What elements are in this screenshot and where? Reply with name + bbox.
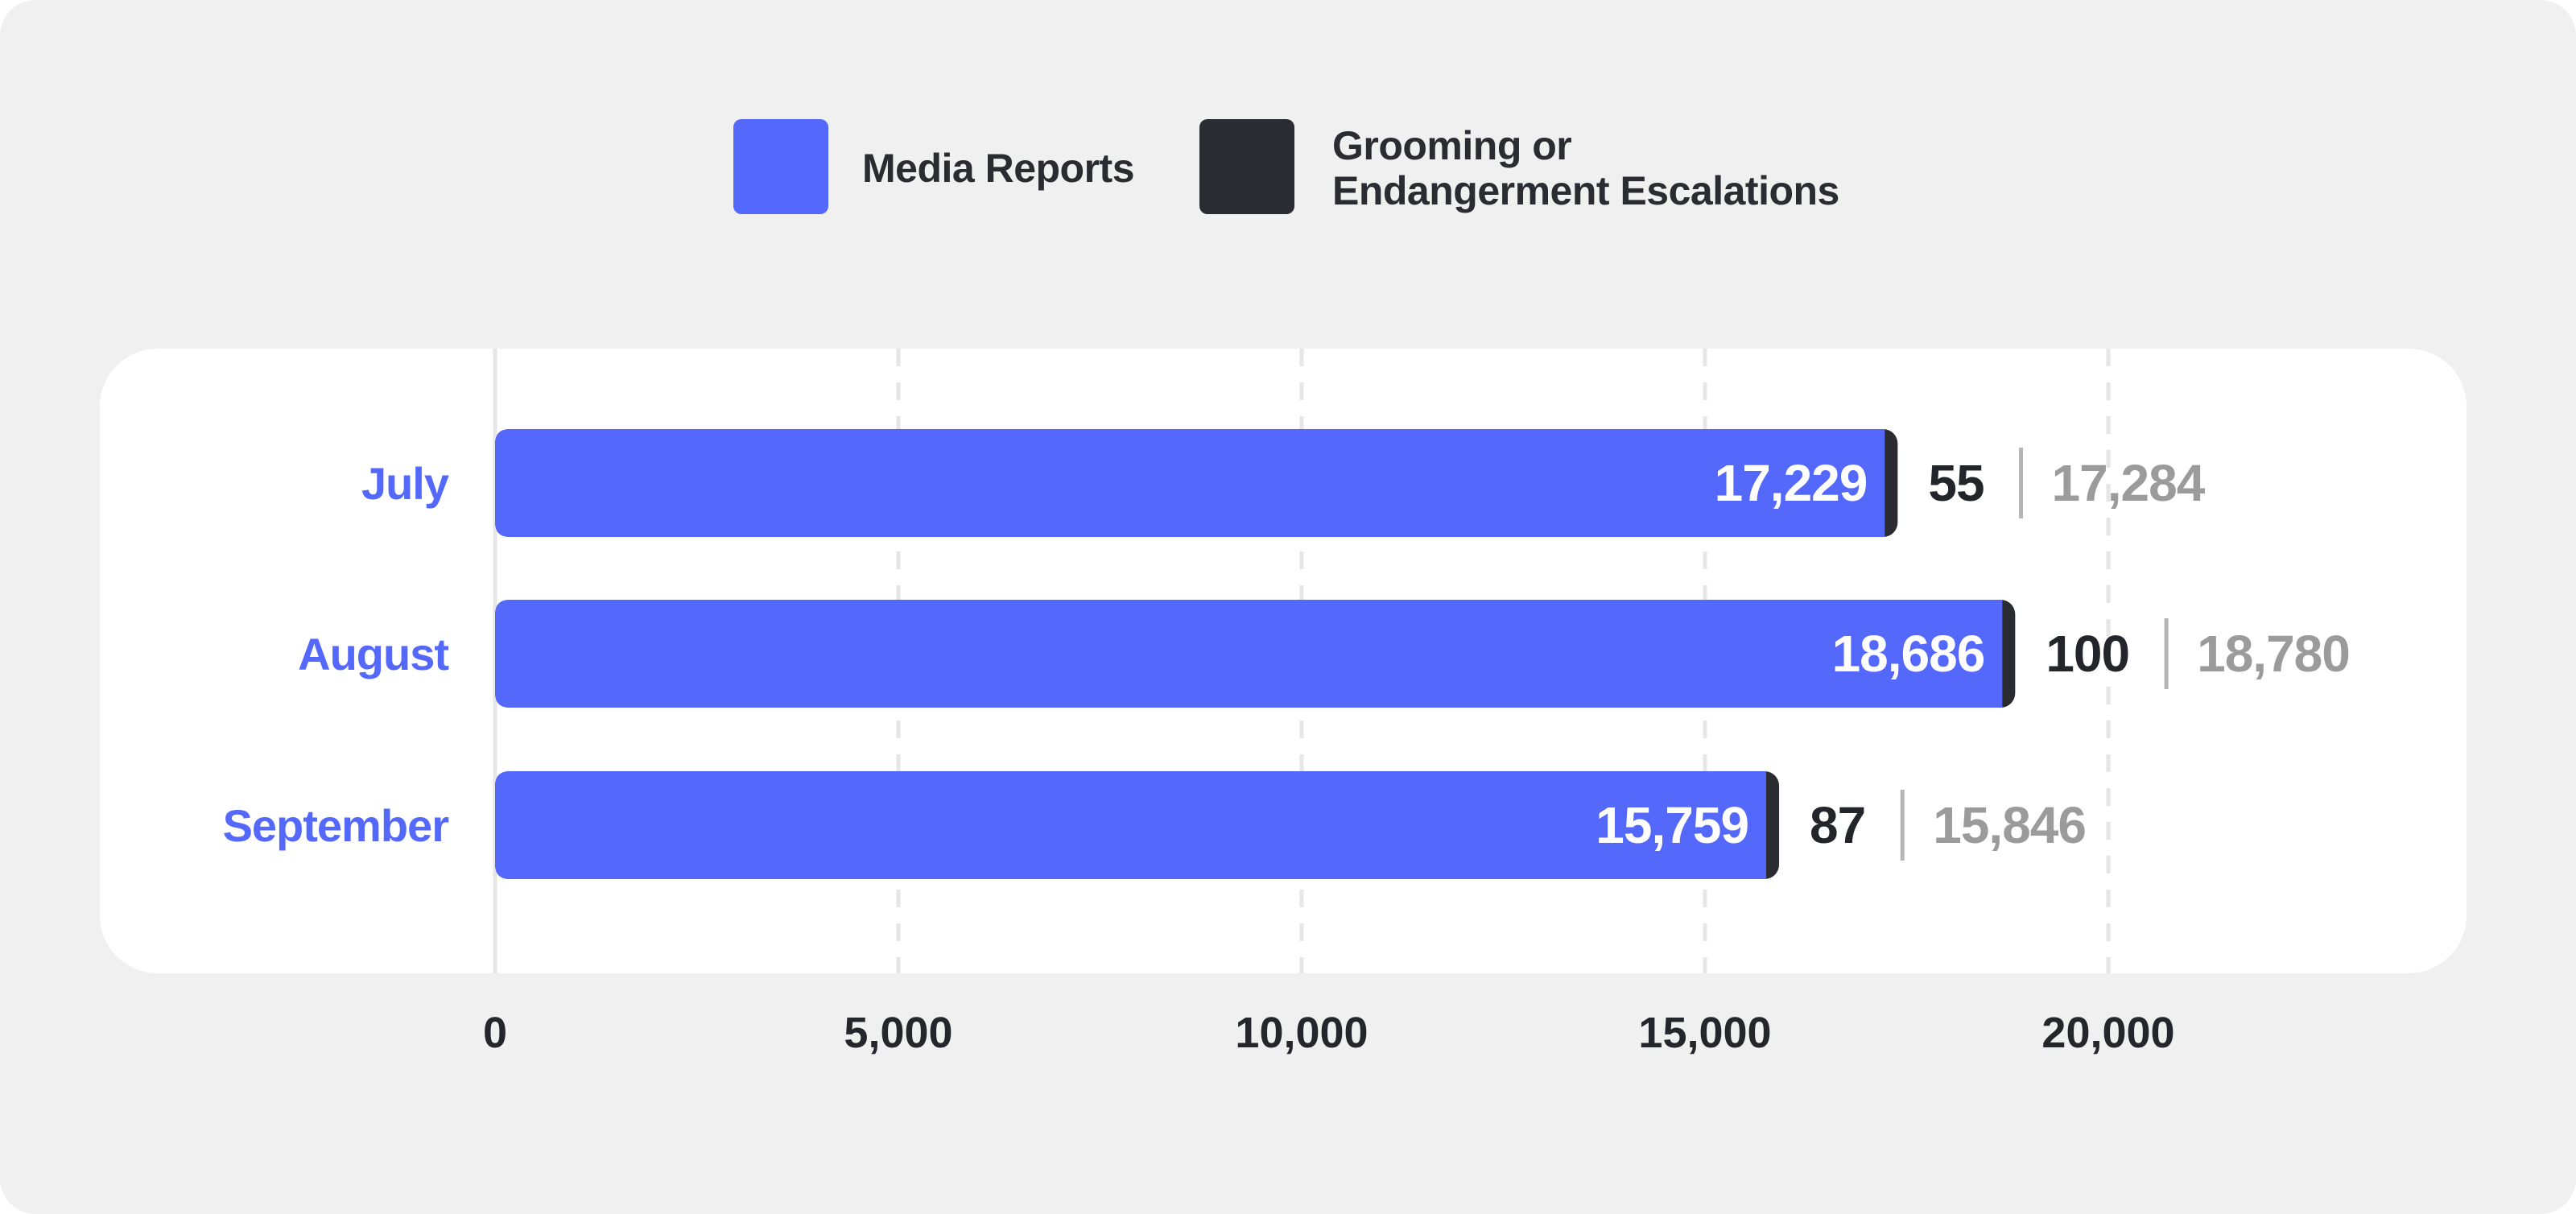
value-label-total: 18,780 <box>2197 625 2350 683</box>
category-label: July <box>361 458 449 509</box>
bar-media-reports <box>495 429 1885 537</box>
x-tick-label: 0 <box>483 1009 507 1057</box>
legend-label-media-reports: Media Reports <box>862 146 1135 191</box>
category-label: August <box>298 629 448 679</box>
x-tick-label: 5,000 <box>844 1009 952 1057</box>
legend-swatch-media-reports <box>733 119 828 214</box>
value-label-escalations: 100 <box>2046 625 2129 683</box>
value-label-escalations: 55 <box>1928 454 1984 512</box>
x-tick-label: 10,000 <box>1235 1009 1368 1057</box>
value-label-media-reports: 15,759 <box>1596 796 1748 854</box>
x-tick-label: 20,000 <box>2041 1009 2174 1057</box>
value-label-media-reports: 17,229 <box>1715 454 1868 512</box>
x-tick-label: 15,000 <box>1638 1009 1771 1057</box>
value-label-total: 17,284 <box>2052 454 2206 512</box>
bar-media-reports <box>495 600 2003 708</box>
legend-swatch-escalations <box>1199 119 1294 214</box>
value-label-total: 15,846 <box>1933 796 2086 854</box>
category-label: September <box>223 800 449 851</box>
legend-label-escalations: Grooming or Endangerment Escalations <box>1332 123 1839 213</box>
value-label-escalations: 87 <box>1810 796 1865 854</box>
bar-media-reports <box>495 771 1767 879</box>
value-label-media-reports: 18,686 <box>1832 625 1985 683</box>
